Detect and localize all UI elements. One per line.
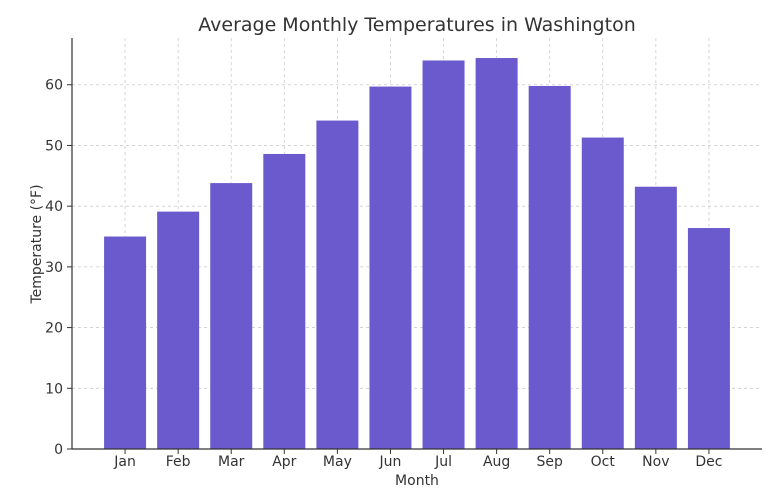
bars — [104, 58, 730, 450]
x-tick-label: May — [323, 454, 352, 470]
x-tick-label: Oct — [591, 454, 616, 470]
x-tick-label: Nov — [642, 454, 669, 470]
x-tick-label: Mar — [218, 454, 245, 470]
y-tick-label: 30 — [45, 260, 63, 276]
x-tick-label: Jan — [113, 454, 136, 470]
y-tick-label: 10 — [45, 381, 63, 397]
x-tick-label: Jun — [379, 454, 402, 470]
ticks: 0 10 20 30 40 50 60 Jan Feb Mar Apr May Jun Jul Aug Sep… — [45, 78, 722, 470]
x-tick-label: Feb — [166, 454, 191, 470]
bar-sep — [528, 85, 571, 450]
x-tick-label: Dec — [695, 454, 722, 470]
bar-jun — [369, 86, 412, 450]
bar-nov — [634, 186, 677, 450]
bar-jan — [104, 236, 147, 449]
chart-title: Average Monthly Temperatures in Washingt… — [198, 14, 635, 36]
bar-aug — [475, 58, 518, 450]
bar-jul — [422, 60, 465, 449]
y-tick-label: 40 — [45, 199, 63, 215]
bar-dec — [687, 228, 730, 449]
bar-oct — [581, 137, 624, 449]
bar-apr — [263, 153, 306, 449]
x-tick-label: Apr — [272, 454, 296, 470]
bar-may — [316, 120, 359, 449]
y-tick-label: 20 — [45, 321, 63, 337]
x-tick-label: Jul — [434, 454, 452, 470]
x-axis-label: Month — [395, 473, 439, 489]
y-axis-label: Temperature (°F) — [29, 184, 45, 304]
y-tick-label: 0 — [54, 442, 63, 458]
y-tick-label: 60 — [45, 78, 63, 94]
x-tick-label: Aug — [483, 454, 510, 470]
x-tick-label: Sep — [536, 454, 563, 470]
y-tick-label: 50 — [45, 138, 63, 154]
bar-feb — [157, 211, 200, 449]
bar-mar — [210, 183, 253, 449]
